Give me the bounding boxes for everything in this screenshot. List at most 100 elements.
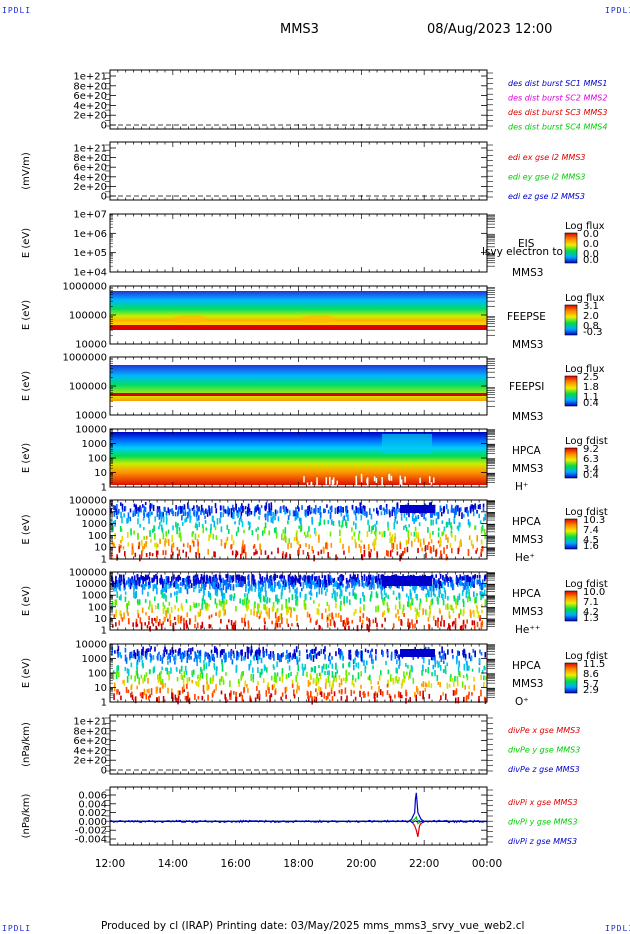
- y-tick-label: 100: [88, 454, 107, 465]
- spectrogram-pixel: [422, 658, 425, 664]
- spectrogram-pixel: [461, 582, 463, 586]
- spectrogram-pixel: [277, 516, 280, 522]
- spectrogram-pixel: [117, 652, 120, 656]
- spectrogram-pixel: [205, 673, 208, 680]
- spectrogram-pixel: [410, 602, 412, 607]
- spectrogram-pixel: [338, 682, 341, 688]
- spectrogram-pixel: [387, 669, 390, 675]
- spectrogram-pixel: [328, 652, 331, 657]
- spectrogram-pixel: [196, 508, 199, 516]
- spectrogram-pixel: [307, 506, 309, 511]
- spectrogram-pixel: [162, 532, 165, 540]
- spectrogram-pixel: [257, 608, 259, 614]
- spectrogram-pixel: [235, 605, 237, 612]
- spectrogram-pixel: [270, 505, 273, 511]
- spectrogram-pixel: [315, 621, 318, 625]
- spectrogram-pixel: [136, 661, 138, 669]
- spectrogram-pixel: [289, 652, 291, 658]
- y-tick-label: 1: [101, 698, 107, 709]
- spectrogram-pixel: [118, 620, 121, 626]
- y-tick-label: 1: [101, 626, 107, 637]
- spectrogram-pixel: [112, 624, 114, 628]
- spectrogram-pixel: [375, 520, 378, 525]
- spectrogram-pixel: [381, 649, 383, 655]
- spectrogram-pixel: [241, 694, 244, 702]
- spectrogram-pixel: [378, 675, 381, 681]
- spectrogram-pixel: [215, 647, 218, 652]
- spectrogram-pixel: [155, 686, 158, 694]
- spectrogram-pixel: [209, 511, 211, 516]
- spectrogram-pixel: [468, 523, 471, 528]
- spectrogram-pixel: [148, 688, 150, 694]
- spectrogram-pixel: [122, 679, 125, 684]
- spectrogram-pixel: [450, 579, 452, 584]
- spectrogram-pixel: [439, 536, 442, 542]
- spectrogram-pixel: [172, 649, 175, 655]
- spectrogram-pixel: [447, 606, 449, 610]
- spectrogram-pixel: [294, 574, 297, 580]
- spectrogram-pixel: [281, 617, 283, 624]
- spectrogram-pixel: [229, 680, 231, 688]
- spectrogram-pixel: [307, 695, 310, 703]
- spectrogram-pixel: [216, 578, 218, 583]
- spectrogram-pixel: [365, 511, 368, 518]
- spectrogram-pixel: [429, 586, 432, 591]
- spectrogram-pixel: [428, 680, 430, 688]
- spectrogram-pixel: [257, 654, 260, 661]
- y-tick-label: 1e+04: [73, 268, 107, 279]
- spectrogram-pixel: [234, 521, 236, 525]
- spectrogram-pixel: [386, 602, 389, 607]
- spectrogram-pixel: [127, 512, 130, 519]
- colorbar-tick-label: 0.0: [583, 255, 599, 266]
- spectrogram-pixel: [236, 576, 239, 581]
- spectrogram-pixel: [405, 689, 407, 696]
- hpca-h-gap: [400, 479, 403, 487]
- spectrogram-pixel: [448, 615, 451, 619]
- spectrogram-pixel: [324, 682, 327, 689]
- spectrogram-pixel: [442, 575, 444, 581]
- spectrogram-pixel: [208, 656, 211, 662]
- spectrogram-pixel: [290, 671, 292, 677]
- spectrogram-pixel: [446, 662, 449, 667]
- spectrogram-pixel: [309, 617, 312, 623]
- spectrogram-pixel: [469, 582, 472, 589]
- spectrogram-pixel: [437, 532, 440, 537]
- spectrogram-pixel: [170, 545, 173, 553]
- spectrogram-pixel: [340, 696, 343, 701]
- spectrogram-pixel: [165, 613, 168, 618]
- spectrogram-pixel: [420, 583, 423, 591]
- spectrogram-pixel: [197, 652, 200, 659]
- spectrogram-pixel: [424, 682, 427, 688]
- spectrogram-pixel: [337, 583, 340, 589]
- spectrogram-pixel: [160, 589, 163, 595]
- spectrogram-pixel: [350, 578, 353, 585]
- spectrogram-pixel: [470, 612, 472, 619]
- spectrogram-pixel: [248, 509, 251, 516]
- spectrogram-pixel: [311, 697, 313, 705]
- spectrogram-pixel: [311, 649, 313, 654]
- spectrogram-pixel: [181, 654, 184, 660]
- spectrogram-pixel: [116, 582, 118, 588]
- spectrogram-pixel: [201, 598, 204, 606]
- spectrogram-pixel: [473, 684, 476, 691]
- spectrogram-pixel: [451, 579, 454, 586]
- spectrogram-pixel: [385, 503, 388, 508]
- spectrogram-pixel: [290, 613, 292, 618]
- spectrogram-pixel: [318, 686, 320, 691]
- spectrogram-pixel: [287, 606, 290, 613]
- spectrogram-pixel: [340, 580, 343, 586]
- spectrogram-pixel: [196, 622, 199, 629]
- spectrogram-pixel: [132, 622, 134, 627]
- spectrogram-pixel: [389, 550, 392, 557]
- spectrogram-pixel: [226, 509, 228, 514]
- spectrogram-pixel: [484, 599, 487, 605]
- spectrogram-pixel: [258, 647, 260, 654]
- spectrogram-pixel: [429, 546, 432, 553]
- spectrogram-pixel: [421, 670, 423, 676]
- spectrogram-pixel: [464, 577, 467, 584]
- spectrogram-pixel: [243, 617, 246, 624]
- spectrogram-pixel: [454, 618, 457, 625]
- spectrogram-pixel: [213, 520, 216, 528]
- spectrogram-pixel: [235, 583, 238, 588]
- spectrogram-pixel: [176, 523, 179, 529]
